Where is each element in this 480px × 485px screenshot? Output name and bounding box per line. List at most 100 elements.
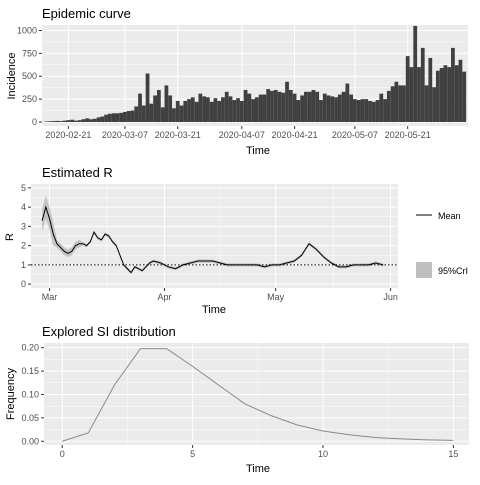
incidence-bar <box>97 117 101 122</box>
incidence-bar <box>278 92 282 122</box>
incidence-bar <box>296 100 300 122</box>
incidence-bar <box>349 95 353 122</box>
incidence-bar <box>55 121 59 122</box>
incidence-bar <box>93 119 97 122</box>
incidence-bar <box>274 90 278 122</box>
incidence-bar <box>183 101 187 122</box>
incidence-bar <box>440 68 444 122</box>
incidence-bar <box>67 120 71 122</box>
x-tick-label: 2020-03-07 <box>102 130 148 140</box>
x-tick-label: 2020-04-21 <box>272 130 318 140</box>
incidence-bar <box>338 95 342 122</box>
incidence-bar <box>319 100 323 122</box>
incidence-bar <box>236 98 240 122</box>
incidence-bar <box>394 82 398 122</box>
incidence-bar <box>327 95 331 122</box>
estimated-r-title: Estimated R <box>42 165 113 180</box>
incidence-bar <box>138 94 142 122</box>
incidence-bar <box>59 121 63 122</box>
incidence-bar <box>270 91 274 122</box>
incidence-bar <box>383 99 387 122</box>
incidence-bar <box>342 92 346 122</box>
incidence-bar <box>413 26 417 122</box>
incidence-bar <box>300 95 304 122</box>
y-tick-label: 500 <box>22 71 37 81</box>
incidence-bar <box>406 56 410 122</box>
y-tick-label: 3 <box>21 221 26 231</box>
incidence-bar <box>315 92 319 122</box>
incidence-bar <box>214 98 218 122</box>
incidence-bar <box>387 91 391 122</box>
incidence-bar <box>165 85 169 122</box>
incidence-bar <box>217 101 221 122</box>
incidence-bar <box>357 100 361 122</box>
legend-crl-label: 95%CrI <box>438 266 468 276</box>
incidence-bar <box>330 96 334 122</box>
incidence-bar <box>112 113 116 122</box>
incidence-bar <box>251 99 255 122</box>
x-tick-label: 2020-05-21 <box>385 130 431 140</box>
incidence-bar <box>428 58 432 122</box>
y-tick-label: 0 <box>32 117 37 127</box>
incidence-bar <box>100 117 104 122</box>
y-tick-label: 0 <box>21 279 26 289</box>
incidence-bar <box>119 113 123 122</box>
incidence-bar <box>172 108 176 122</box>
y-tick-label: 0.15 <box>21 366 39 376</box>
incidence-bar <box>323 94 327 122</box>
incidence-bar <box>459 60 463 122</box>
x-tick-label: 2020-05-07 <box>332 130 378 140</box>
incidence-bar <box>345 84 349 122</box>
x-tick-label: 0 <box>60 449 65 459</box>
x-tick-label: Mar <box>42 292 58 302</box>
legend-crl-key <box>416 262 432 278</box>
incidence-bar <box>78 120 82 122</box>
y-tick-label: 0.00 <box>21 436 39 446</box>
incidence-bar <box>255 97 259 122</box>
y-tick-label: 2 <box>21 241 26 251</box>
si-distribution-panel: Explored SI distribution 0.000.050.100.1… <box>5 324 469 475</box>
incidence-bar <box>410 67 414 122</box>
x-tick-label: 2020-03-21 <box>155 130 201 140</box>
incidence-bar <box>206 97 210 122</box>
incidence-bar <box>191 97 195 122</box>
incidence-bar <box>281 93 285 122</box>
incidence-bar <box>425 85 429 122</box>
incidence-bar <box>368 101 372 122</box>
incidence-bar <box>229 96 233 122</box>
incidence-bar <box>289 90 293 122</box>
incidence-bar <box>266 89 270 122</box>
incidence-bar <box>161 107 165 122</box>
incidence-bar <box>421 48 425 122</box>
incidence-bar <box>85 118 89 122</box>
incidence-bar <box>187 99 191 122</box>
incidence-bar <box>376 100 380 122</box>
incidence-bar <box>312 90 316 122</box>
incidence-bar <box>462 72 466 122</box>
y-tick-label: 5 <box>21 183 26 193</box>
incidence-bar <box>263 95 267 122</box>
incidence-bar <box>432 87 436 122</box>
y-tick-label: 0.10 <box>21 389 39 399</box>
x-tick-label: Jun <box>383 292 398 302</box>
incidence-bar <box>131 111 135 122</box>
incidence-bar <box>240 101 244 122</box>
incidence-bar <box>123 112 127 122</box>
y-tick-label: 4 <box>21 202 26 212</box>
incidence-bar <box>108 114 112 122</box>
si-distribution-x-label: Time <box>246 463 270 475</box>
incidence-bar <box>51 121 55 122</box>
incidence-bar <box>232 100 236 122</box>
incidence-bar <box>168 95 172 122</box>
incidence-bar <box>63 121 67 122</box>
incidence-bar <box>443 65 447 122</box>
y-tick-label: 0.05 <box>21 413 39 423</box>
si-distribution-y-ticks: 0.000.050.100.150.20 <box>21 343 44 447</box>
incidence-bar <box>436 71 440 122</box>
